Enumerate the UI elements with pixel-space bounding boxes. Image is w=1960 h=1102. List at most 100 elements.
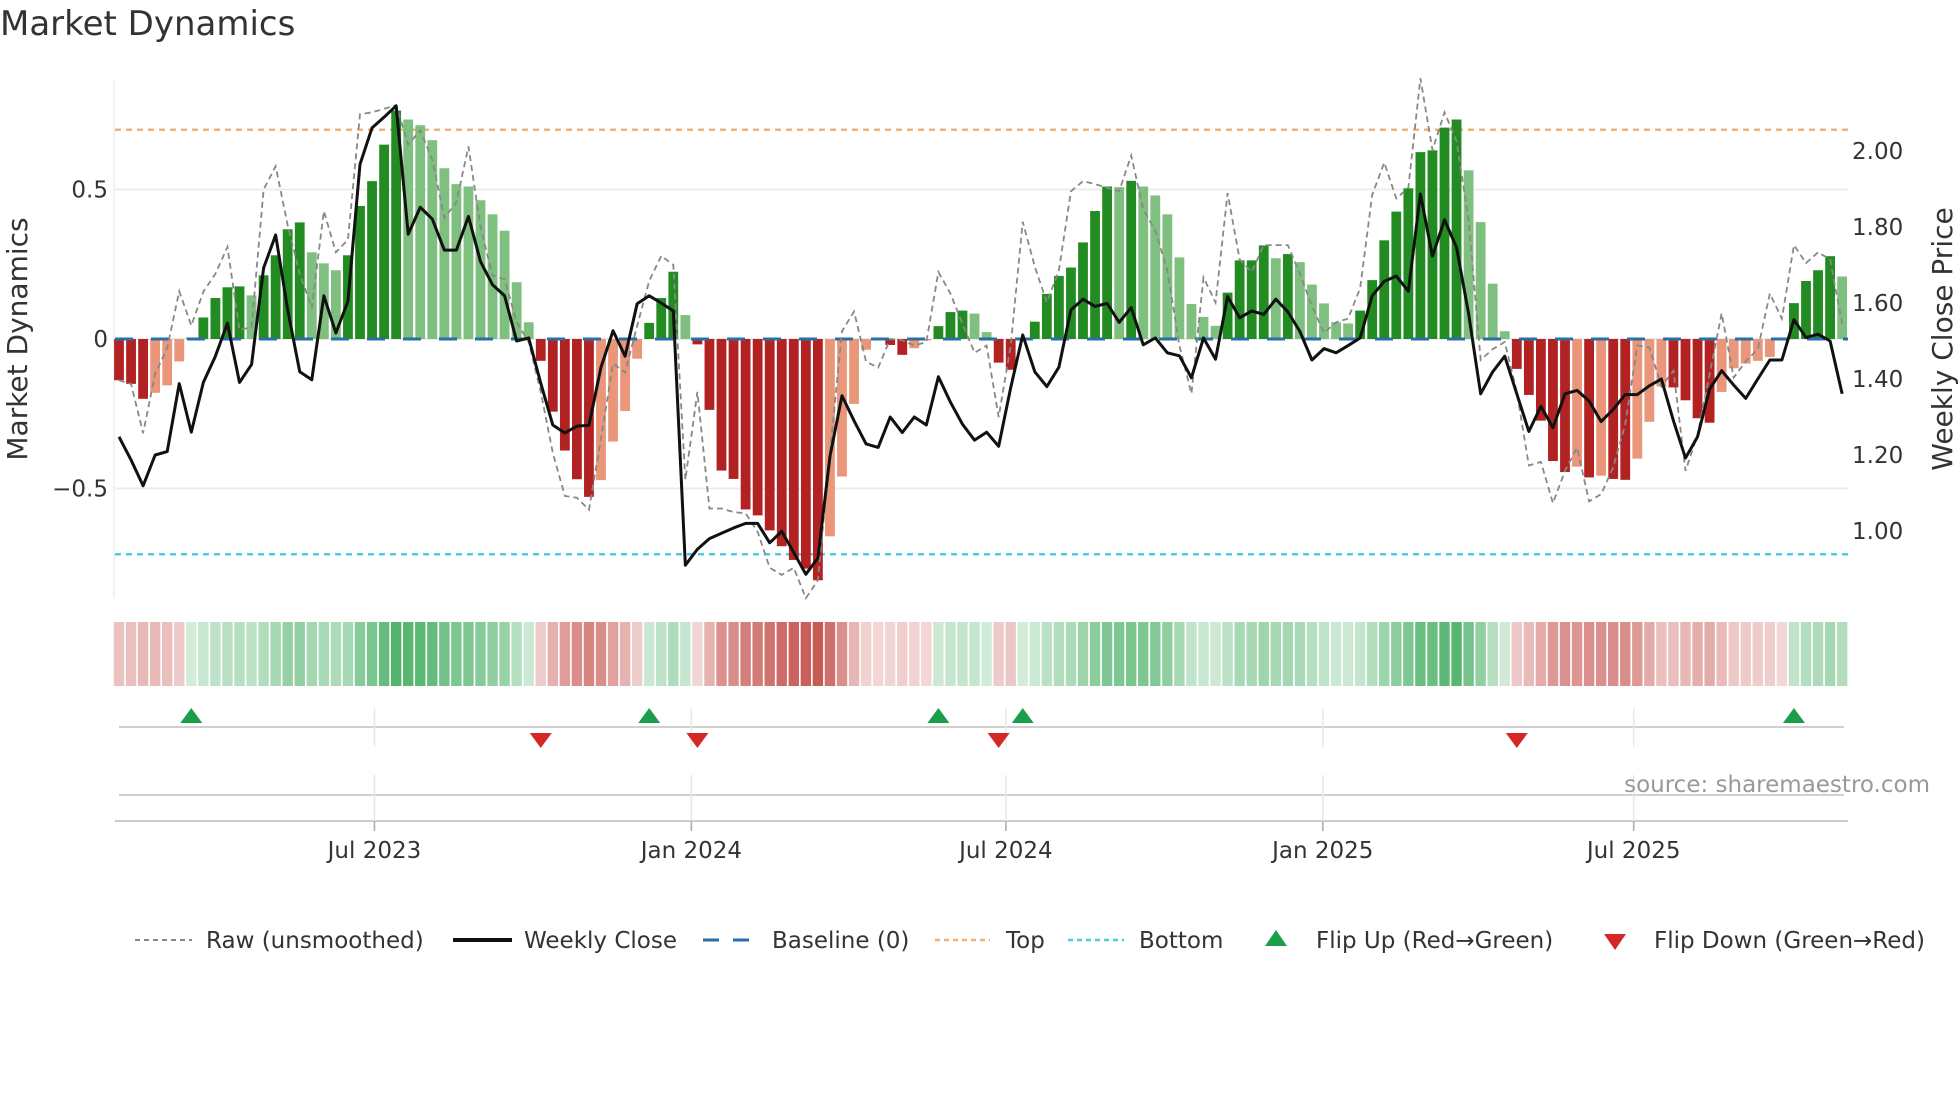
regime-cell — [1463, 622, 1474, 686]
dynamics-bar — [234, 286, 245, 339]
dynamics-bar — [1126, 180, 1137, 339]
dynamics-bar — [680, 315, 691, 339]
dynamics-bar — [849, 339, 859, 404]
bars-layer — [114, 110, 1848, 581]
regime-cell — [1234, 622, 1245, 686]
regime-cell — [1246, 622, 1257, 686]
regime-cell — [1535, 622, 1547, 686]
dynamics-bar — [499, 230, 510, 339]
dynamics-bar — [933, 326, 944, 339]
regime-cell — [390, 622, 402, 686]
x-tick-label: Jan 2025 — [1270, 838, 1373, 864]
flip-up-marker — [1782, 708, 1805, 723]
dynamics-bar — [1331, 322, 1341, 339]
x-tick-label: Jul 2023 — [326, 838, 422, 864]
legend-flip-down-icon — [1604, 934, 1626, 950]
regime-cell — [595, 622, 607, 686]
regime-cell — [885, 622, 896, 686]
regime-cell — [1282, 622, 1294, 686]
dynamics-bar — [1764, 339, 1775, 357]
dynamics-bar — [716, 339, 727, 471]
regime-cell — [1668, 622, 1679, 686]
regime-cell — [740, 622, 751, 686]
regime-cell — [824, 622, 836, 686]
regime-cell — [1764, 622, 1776, 686]
x-tick-label: Jul 2025 — [1585, 838, 1681, 864]
dynamics-bar — [1548, 339, 1558, 461]
dynamics-bar — [355, 205, 365, 339]
dynamics-bar — [1186, 304, 1197, 339]
dynamics-bar — [162, 339, 173, 386]
regime-cell — [487, 622, 498, 686]
dynamics-bar — [1728, 339, 1739, 369]
regime-cell — [812, 622, 824, 686]
y2-tick-label: 1.40 — [1852, 367, 1903, 393]
dynamics-bar — [1463, 170, 1474, 339]
dynamics-bar — [692, 339, 703, 345]
regime-cell — [294, 622, 305, 686]
dynamics-bar — [174, 339, 185, 362]
regime-cell — [1632, 622, 1643, 686]
regime-cell — [378, 622, 390, 686]
dynamics-bar — [439, 168, 450, 339]
dynamics-bar — [379, 144, 389, 339]
regime-cell — [1403, 622, 1414, 686]
dynamics-bar — [222, 287, 233, 339]
legend-raw-label: Raw (unsmoothed) — [206, 928, 424, 954]
dynamics-bar — [1005, 339, 1016, 370]
regime-cell — [162, 622, 173, 686]
regime-cell — [571, 622, 583, 686]
legend-baseline-label: Baseline (0) — [772, 928, 909, 954]
regime-cell — [1354, 622, 1366, 686]
dynamics-bar — [981, 332, 992, 339]
regime-cell — [800, 622, 812, 686]
dynamics-bar — [764, 339, 775, 531]
dynamics-bar — [1475, 222, 1486, 339]
regime-cell — [1306, 622, 1318, 686]
regime-cell — [1439, 622, 1450, 686]
regime-cell — [788, 622, 799, 686]
regime-cell — [415, 622, 426, 686]
regime-cell — [427, 622, 438, 686]
dynamics-bar — [535, 339, 546, 361]
raw-line — [118, 78, 1844, 601]
regime-cell — [1752, 622, 1763, 686]
regime-cell — [1294, 622, 1306, 686]
dynamics-bar — [596, 339, 606, 481]
y-axis-label: Market Dynamics — [1, 217, 34, 460]
regime-cell — [1547, 622, 1559, 686]
dynamics-bar — [1536, 339, 1546, 421]
regime-cell — [1559, 622, 1571, 686]
dynamics-bar — [1162, 214, 1173, 339]
regime-cell — [366, 622, 378, 686]
dynamics-bar — [475, 200, 486, 339]
dynamics-bar — [138, 339, 148, 399]
regime-cell — [475, 622, 486, 686]
regime-cell — [619, 622, 631, 686]
dynamics-bar — [1319, 303, 1329, 339]
dynamics-bar — [1487, 283, 1498, 339]
regime-cell — [583, 622, 595, 686]
dynamics-bar — [1222, 292, 1233, 339]
dynamics-bar — [1102, 186, 1112, 339]
regime-cell — [1583, 622, 1595, 686]
regime-cell — [499, 622, 510, 686]
dynamics-bar — [547, 339, 558, 412]
dynamics-bar — [1343, 323, 1353, 339]
dynamics-bar — [487, 214, 498, 339]
dynamics-bar — [210, 298, 221, 339]
regime-cell — [1330, 622, 1342, 686]
regime-cell — [1415, 622, 1426, 686]
regime-cell — [1270, 622, 1281, 686]
flip-down-marker — [1505, 733, 1528, 748]
regime-cell — [1029, 622, 1040, 686]
regime-cell — [222, 622, 233, 686]
dynamics-bar — [463, 186, 474, 339]
y2-tick-label: 1.00 — [1852, 519, 1903, 545]
dynamics-bar — [1704, 339, 1715, 423]
dynamics-bar — [644, 322, 655, 339]
dynamics-bar — [1584, 339, 1594, 478]
regime-cell — [1836, 622, 1848, 686]
dynamics-bar — [1825, 256, 1835, 339]
